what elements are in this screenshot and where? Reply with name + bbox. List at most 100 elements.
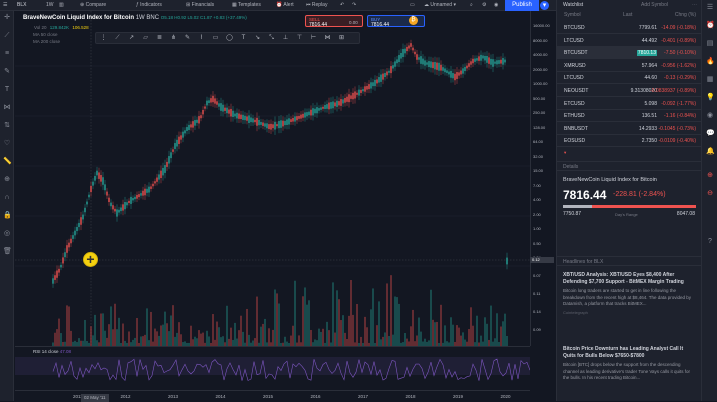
ruler-tool-icon[interactable]: ⤡ bbox=[269, 35, 274, 41]
watchlist-title[interactable]: Watchlist bbox=[563, 2, 584, 8]
help-icon[interactable]: ? bbox=[708, 238, 712, 245]
watchlist-row[interactable]: BTCUSDT 7810.13 -7.50 (-0.10%) bbox=[557, 47, 702, 60]
alerts-icon[interactable]: ⏰ bbox=[706, 22, 715, 29]
col-chg[interactable]: Chng (%) bbox=[674, 12, 696, 18]
ma50-legend[interactable]: MA 50 close bbox=[33, 32, 58, 37]
volume-bar bbox=[372, 288, 374, 346]
add-drawing-button[interactable]: + bbox=[83, 252, 98, 267]
camera-icon[interactable]: ◉ bbox=[494, 2, 499, 8]
fib-tool-icon[interactable]: ≣ bbox=[156, 35, 163, 41]
sell-button[interactable]: SELL 7816.44 bbox=[305, 15, 363, 28]
headline-title[interactable]: XBT/USD Analysis: XBT/USD Eyes $8,400 Af… bbox=[563, 272, 684, 285]
redo-icon[interactable]: ↷ bbox=[352, 2, 357, 8]
templates-button[interactable]: ▦ Templates bbox=[232, 2, 261, 8]
publish-button[interactable]: Publish bbox=[505, 0, 539, 11]
calendar-icon[interactable]: ▦ bbox=[706, 76, 714, 83]
drag-handle-icon[interactable]: ⋮ bbox=[100, 35, 107, 41]
ruler-icon[interactable]: 📏 bbox=[3, 158, 12, 165]
ma200-legend[interactable]: MA 200 close bbox=[33, 39, 61, 44]
hotlist-icon[interactable]: 🔥 bbox=[706, 58, 715, 65]
ticker-icon[interactable]: ⊞ bbox=[338, 35, 345, 41]
price-scale[interactable]: 16000.00 8000.00 4000.00 2000.00 1000.00 500.… bbox=[530, 11, 556, 346]
ideas-icon[interactable]: 💡 bbox=[706, 94, 715, 101]
zoom-icon[interactable]: ⊕ bbox=[4, 176, 10, 183]
text-tool-icon[interactable]: T bbox=[241, 35, 246, 41]
col-symbol[interactable]: Symbol bbox=[564, 12, 581, 18]
compare-button[interactable]: ⊕ Compare bbox=[80, 2, 107, 8]
row-change: -0.092 (-1.77%) bbox=[661, 100, 696, 107]
ray-tool-icon[interactable]: ↗ bbox=[128, 35, 135, 41]
watchlist-menu-icon[interactable]: ⋯ bbox=[692, 2, 697, 8]
watchlist-row[interactable]: BNBUSDT 14.2933 -0.1045 (-0.73%) bbox=[557, 123, 702, 135]
ellipse-tool-icon[interactable]: ◯ bbox=[226, 35, 233, 41]
watchlist-row[interactable]: NEOUSDT 9.31308020 -0.0838937 (-0.89%) bbox=[557, 85, 702, 97]
chart-type-icon[interactable]: ▥ bbox=[59, 2, 64, 8]
chat-icon[interactable]: 💬 bbox=[706, 130, 715, 137]
col-last[interactable]: Last bbox=[623, 12, 633, 18]
candle-body bbox=[268, 124, 270, 130]
search-icon[interactable]: ⌕ bbox=[470, 2, 473, 8]
watchlist-row[interactable]: EOSUSD 2.7350 -0.0109 (-0.40%) bbox=[557, 135, 702, 148]
price-chart-svg[interactable] bbox=[15, 11, 530, 346]
pen-tool-icon[interactable]: ✎ bbox=[184, 35, 191, 41]
text-icon[interactable]: T bbox=[4, 86, 10, 93]
trendline-tool-icon[interactable]: ⟋ bbox=[115, 35, 120, 41]
watchlist-icon[interactable]: ☰ bbox=[706, 4, 714, 11]
order-panel-icon[interactable]: ⊕ bbox=[707, 172, 713, 179]
brush-tool-icon[interactable]: ⌇ bbox=[200, 35, 203, 41]
undo-icon[interactable]: ↶ bbox=[340, 2, 345, 8]
layout-icon[interactable]: ▭ bbox=[410, 2, 415, 8]
watchlist-row[interactable]: LTCUSD 44.492 -0.401 (-0.89%) bbox=[557, 35, 702, 47]
symbol-search[interactable]: BLX bbox=[17, 2, 27, 8]
interval-button[interactable]: 1W bbox=[46, 2, 54, 8]
data-window-icon[interactable]: ▤ bbox=[706, 40, 714, 47]
financials-button[interactable]: ⊞ Financials bbox=[186, 2, 215, 8]
trash-icon[interactable]: 🗑 bbox=[3, 248, 12, 255]
measure-tool-icon[interactable]: ⊥ bbox=[282, 35, 289, 41]
eye-icon[interactable]: ◎ bbox=[3, 230, 11, 237]
publish-more-button[interactable]: ▾ bbox=[540, 1, 549, 10]
bars-pattern-icon[interactable]: ⋈ bbox=[324, 35, 331, 41]
rsi-pane[interactable]: RSI 14 close 47.08 bbox=[15, 346, 530, 390]
watchlist-more[interactable]: ▾ bbox=[564, 150, 567, 155]
watchlist-row[interactable]: XMRUSD 57.964 -0.956 (-1.62%) bbox=[557, 60, 702, 72]
settings-icon[interactable]: ⚙ bbox=[482, 2, 487, 8]
magnet-icon[interactable]: ∩ bbox=[4, 194, 10, 201]
trading-panel-icon[interactable]: ₿ bbox=[409, 16, 418, 25]
channel-tool-icon[interactable]: ▱ bbox=[143, 35, 148, 41]
shapes-icon[interactable]: ♡ bbox=[3, 140, 11, 147]
headline-item[interactable]: Bitcoin Price Downturn has Leading Analy… bbox=[563, 346, 696, 382]
alert-button[interactable]: ⏰ Alert bbox=[276, 2, 294, 8]
volume-legend[interactable]: Vol 20 129.842K 106.528 bbox=[33, 25, 90, 30]
indicators-button[interactable]: ƒ Indicators bbox=[136, 2, 162, 8]
crosshair-icon[interactable]: ✛ bbox=[4, 14, 10, 21]
watchlist-row[interactable]: LTCUSD 44.60 -0.13 (-0.29%) bbox=[557, 72, 702, 85]
lock-icon[interactable]: 🔒 bbox=[3, 212, 12, 219]
pitchfork-tool-icon[interactable]: ⋔ bbox=[170, 35, 177, 41]
candle-body bbox=[148, 186, 150, 193]
fib-icon[interactable]: ≡ bbox=[4, 50, 10, 57]
prediction-icon[interactable]: ⇅ bbox=[4, 122, 10, 129]
dom-icon[interactable]: ⊖ bbox=[707, 190, 713, 197]
streams-icon[interactable]: ◉ bbox=[706, 112, 714, 119]
trendline-icon[interactable]: ⟋ bbox=[4, 32, 10, 39]
headline-item[interactable]: XBT/USD Analysis: XBT/USD Eyes $8,400 Af… bbox=[563, 272, 696, 315]
time-scale[interactable]: 2020 2019 2018 2017 2016 2015 2014 2013 2012 2011… bbox=[15, 390, 530, 402]
pattern-icon[interactable]: ⋈ bbox=[3, 104, 11, 111]
watchlist-row[interactable]: ETCUSD 5.098 -0.092 (-1.77%) bbox=[557, 98, 702, 110]
candle-body bbox=[284, 120, 286, 126]
add-symbol-button[interactable]: Add Symbol bbox=[641, 2, 668, 8]
long-position-icon[interactable]: ⊤ bbox=[296, 35, 303, 41]
replay-button[interactable]: ⏮ Replay bbox=[306, 2, 328, 8]
menu-icon[interactable]: ☰ bbox=[3, 2, 8, 8]
main-chart[interactable]: BraveNewCoin Liquid Index for Bitcoin 1W… bbox=[15, 11, 530, 346]
headline-title[interactable]: Bitcoin Price Downturn has Leading Analy… bbox=[563, 346, 684, 359]
notifications-icon[interactable]: 🔔 bbox=[706, 148, 715, 155]
layout-name[interactable]: ☁ Unnamed ▾ bbox=[424, 2, 456, 8]
rect-tool-icon[interactable]: ▭ bbox=[212, 35, 219, 41]
brush-icon[interactable]: ✎ bbox=[4, 68, 10, 75]
arrow-tool-icon[interactable]: ↘ bbox=[254, 35, 261, 41]
range-tool-icon[interactable]: ⊢ bbox=[310, 35, 317, 41]
watchlist-row[interactable]: ETHUSD 136.51 -1.16 (-0.84%) bbox=[557, 110, 702, 123]
watchlist-row[interactable]: BTCUSD 7799.61 -14.09 (-0.18%) bbox=[557, 22, 702, 34]
